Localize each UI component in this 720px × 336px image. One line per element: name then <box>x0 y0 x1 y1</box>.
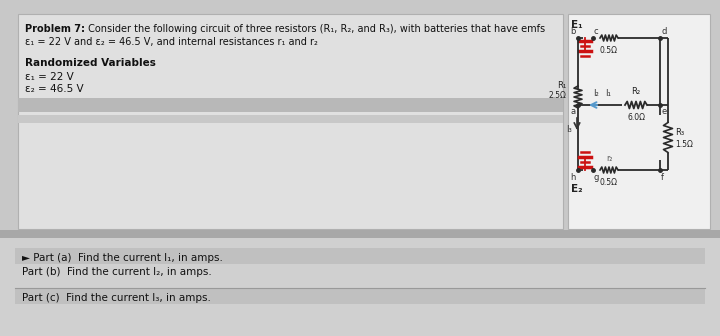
Text: 1.5Ω: 1.5Ω <box>675 140 693 149</box>
Text: 6.0Ω: 6.0Ω <box>627 113 645 122</box>
Text: 0.5Ω: 0.5Ω <box>600 178 618 187</box>
Text: 2.5Ω: 2.5Ω <box>548 90 566 99</box>
Text: Part (c)  Find the current I₃, in amps.: Part (c) Find the current I₃, in amps. <box>22 293 211 303</box>
Text: R₃: R₃ <box>675 128 684 137</box>
Text: Consider the following circuit of three resistors (R₁, R₂, and R₃), with batteri: Consider the following circuit of three … <box>85 24 545 34</box>
Text: c: c <box>594 27 598 36</box>
Bar <box>18 115 563 123</box>
Text: ε₂ = 46.5 V: ε₂ = 46.5 V <box>25 84 84 94</box>
Text: Randomized Variables: Randomized Variables <box>25 58 156 68</box>
Text: I₃: I₃ <box>566 126 572 134</box>
Text: ε₁ = 22 V: ε₁ = 22 V <box>25 72 73 82</box>
Text: f: f <box>661 173 664 182</box>
FancyBboxPatch shape <box>18 14 563 229</box>
Text: Part (b)  Find the current I₂, in amps.: Part (b) Find the current I₂, in amps. <box>22 267 212 277</box>
Text: E₂: E₂ <box>571 184 582 194</box>
Bar <box>15 288 705 304</box>
Text: b: b <box>571 27 576 36</box>
Text: I₂: I₂ <box>593 89 599 98</box>
Text: E₁: E₁ <box>571 20 582 30</box>
Text: 0.5Ω: 0.5Ω <box>600 46 618 55</box>
Bar <box>18 98 563 112</box>
Bar <box>0 238 720 336</box>
Text: R₁: R₁ <box>557 81 566 89</box>
Text: d: d <box>661 27 667 36</box>
Text: e: e <box>662 107 667 116</box>
Text: h: h <box>571 173 576 182</box>
Text: a: a <box>571 107 576 116</box>
Text: ε₁ = 22 V and ε₂ = 46.5 V, and internal resistances r₁ and r₂: ε₁ = 22 V and ε₂ = 46.5 V, and internal … <box>25 37 318 47</box>
Text: Problem 7:: Problem 7: <box>25 24 85 34</box>
Bar <box>0 230 720 238</box>
Text: ► Part (a)  Find the current I₁, in amps.: ► Part (a) Find the current I₁, in amps. <box>22 253 223 263</box>
Bar <box>15 248 705 264</box>
FancyBboxPatch shape <box>568 14 710 229</box>
Text: I₁: I₁ <box>605 89 611 98</box>
Text: g: g <box>594 173 599 182</box>
Text: R₂: R₂ <box>631 87 641 96</box>
Text: r₂: r₂ <box>606 154 612 163</box>
